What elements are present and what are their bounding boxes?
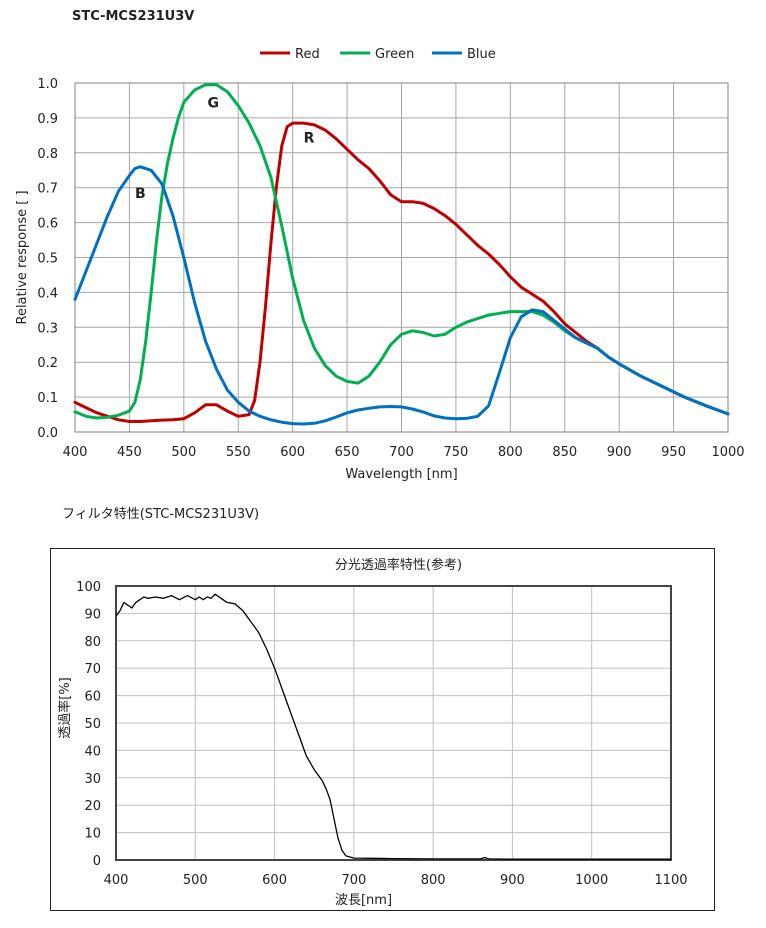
x-tick-label: 400 <box>104 873 129 888</box>
y-tick-label: 0.7 <box>37 182 58 197</box>
chart-title: STC-MCS231U3V <box>72 9 195 24</box>
y-tick-label: 1.0 <box>37 77 58 92</box>
x-tick-label: 1000 <box>711 445 744 460</box>
x-tick-label: 700 <box>389 445 414 460</box>
y-tick-label: 50 <box>84 717 101 732</box>
x-tick-label: 950 <box>661 445 686 460</box>
legend-label-red: Red <box>295 47 320 62</box>
y-tick-label: 10 <box>84 827 101 842</box>
y-tick-label: 40 <box>84 744 101 759</box>
y-tick-label: 0.8 <box>37 147 58 162</box>
y-tick-label: 60 <box>84 690 101 705</box>
x-tick-label: 450 <box>117 445 142 460</box>
y-tick-label: 0.0 <box>37 426 58 441</box>
y-tick-label: 0 <box>93 854 101 869</box>
x-tick-label: 750 <box>444 445 469 460</box>
y-axis-label: Relative response [ ] <box>15 190 30 324</box>
legend-label-green: Green <box>375 47 414 62</box>
y-axis-label: 透過率[%] <box>57 677 73 739</box>
x-tick-label: 500 <box>171 445 196 460</box>
x-tick-label: 550 <box>226 445 251 460</box>
y-tick-label: 100 <box>76 580 101 595</box>
x-tick-label: 1000 <box>575 873 608 888</box>
x-tick-label: 900 <box>607 445 632 460</box>
x-tick-label: 500 <box>183 873 208 888</box>
y-tick-label: 90 <box>84 607 101 622</box>
y-tick-label: 0.4 <box>37 286 58 301</box>
x-tick-label: 1100 <box>654 873 687 888</box>
plot-area-border <box>74 82 729 433</box>
y-tick-label: 20 <box>84 799 101 814</box>
transmittance-chart-frame: 分光透過率特性(参考) 400 500 600 700 800 900 1000 1100 0 10… <box>50 548 715 911</box>
transmittance-curve <box>115 593 671 860</box>
y-tick-label: 0.1 <box>37 391 58 406</box>
x-axis-label: 波長[nm] <box>335 893 392 908</box>
y-tick-label: 0.2 <box>37 356 58 371</box>
transmittance-chart-title: 分光透過率特性(参考) <box>335 557 462 573</box>
x-tick-label: 700 <box>341 873 366 888</box>
x-tick-label: 600 <box>280 445 305 460</box>
x-tick-label: 650 <box>335 445 360 460</box>
x-tick-label: 800 <box>498 445 523 460</box>
transmittance-chart: 分光透過率特性(参考) 400 500 600 700 800 900 1000 1100 0 10… <box>57 557 688 908</box>
curve-annotation: G <box>207 95 219 111</box>
series-line-blue <box>73 165 730 426</box>
y-tick-label: 80 <box>84 635 101 650</box>
series-line-red <box>73 121 730 423</box>
spectral-response-chart: 400 450 500 550 600 650 700 750 800 850 900 950 1000… <box>15 47 745 482</box>
x-tick-label: 850 <box>552 445 577 460</box>
y-tick-label: 0.9 <box>37 112 58 127</box>
y-tick-label: 70 <box>84 662 101 677</box>
x-tick-label: 600 <box>262 873 287 888</box>
legend-label-blue: Blue <box>467 47 496 62</box>
x-tick-label: 800 <box>421 873 446 888</box>
y-tick-label: 0.3 <box>37 321 58 336</box>
x-tick-label: 400 <box>63 445 88 460</box>
filter-section-title: フィルタ特性(STC-MCS231U3V) <box>62 507 260 522</box>
curve-annotation: B <box>135 186 146 202</box>
x-axis-label: Wavelength [nm] <box>345 467 457 482</box>
x-tick-label: 900 <box>500 873 525 888</box>
y-tick-label: 0.5 <box>37 252 58 267</box>
plot-area-border <box>115 585 672 861</box>
y-tick-label: 0.6 <box>37 217 58 232</box>
y-tick-label: 30 <box>84 772 101 787</box>
curve-annotation: R <box>304 130 315 146</box>
